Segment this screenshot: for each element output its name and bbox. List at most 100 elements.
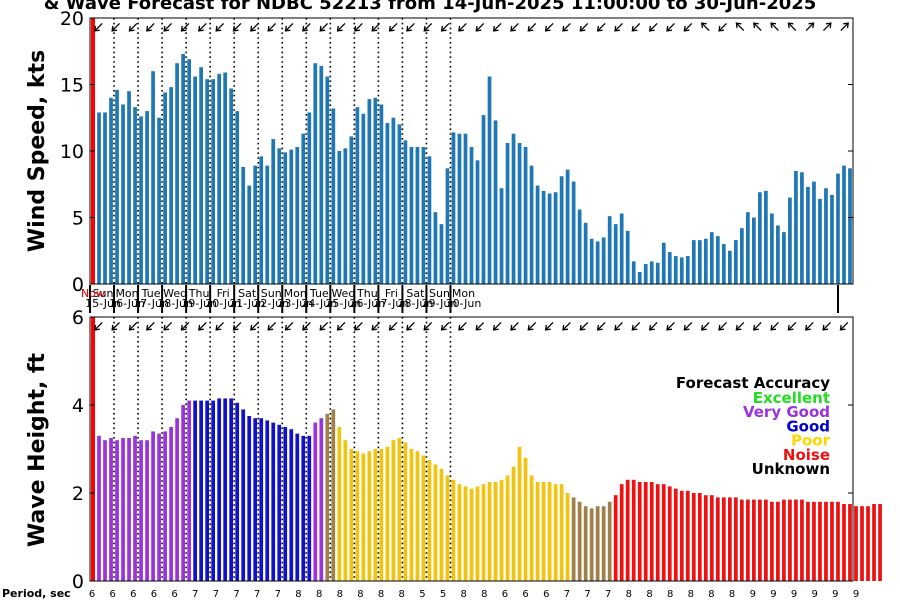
wave-bar — [301, 435, 306, 581]
wave-bar — [259, 418, 264, 581]
now-label: Now — [81, 287, 105, 300]
period-value: 8 — [626, 589, 632, 600]
wave-bar — [794, 499, 798, 581]
wave-bars — [91, 398, 882, 581]
wind-bar — [547, 193, 552, 284]
wave-direction-arrow — [336, 322, 346, 331]
wind-direction-arrow — [770, 22, 779, 31]
wind-bar — [403, 140, 408, 284]
wind-bar — [253, 165, 258, 284]
wave-bar — [403, 442, 408, 581]
wave-bar — [733, 497, 738, 581]
period-value: 8 — [399, 589, 405, 600]
wind-bar — [517, 143, 522, 284]
legend-entry: Good — [786, 417, 830, 435]
period-value: 7 — [254, 589, 260, 600]
wave-bar — [673, 488, 678, 581]
wave-bar — [427, 460, 432, 581]
wave-bar — [571, 497, 576, 581]
period-value: 5 — [419, 589, 425, 600]
wind-bar — [523, 147, 528, 284]
period-value: 9 — [812, 589, 818, 600]
period-value: 6 — [151, 589, 157, 600]
wave-direction-arrow — [458, 322, 467, 331]
wind-bar — [703, 238, 708, 284]
day-date-label: 24-Jun — [301, 297, 337, 310]
wind-bar — [679, 257, 684, 284]
day-strip-background — [90, 285, 853, 313]
wind-bar — [529, 165, 534, 284]
period-value: 9 — [750, 589, 756, 600]
wind-bar — [337, 151, 342, 284]
wave-direction-arrow — [94, 322, 103, 331]
wind-direction-arrow — [111, 23, 121, 32]
wave-bar — [727, 497, 732, 581]
wave-bar — [824, 501, 828, 581]
wind-bar — [187, 59, 191, 285]
wind-direction-arrow — [562, 23, 571, 32]
wind-bar — [830, 194, 834, 284]
wave-bar — [709, 495, 714, 581]
period-value: 8 — [337, 589, 343, 600]
wave-bar — [337, 427, 342, 581]
wind-bar — [541, 190, 546, 284]
day-date-label: 16-Jun — [109, 297, 145, 310]
period-label: Period, sec — [2, 587, 71, 600]
wind-bar — [776, 225, 780, 284]
wave-direction-arrow — [492, 322, 502, 331]
wave-bar — [746, 499, 750, 581]
wave-bar — [583, 506, 588, 581]
wave-bar — [295, 433, 300, 581]
day-weekday-label: Sun — [429, 287, 450, 300]
wind-bar — [589, 238, 594, 284]
wind-bar — [601, 237, 606, 284]
wave-bar — [253, 418, 258, 581]
wave-bar — [229, 398, 234, 581]
wind-direction-arrow — [510, 23, 519, 32]
wind-bar — [571, 181, 576, 284]
wind-bar — [661, 242, 666, 284]
day-date-label: 28-Jun — [398, 297, 434, 310]
wave-axes-frame — [89, 316, 854, 582]
wind-bar — [691, 240, 696, 284]
day-weekday-label: Thu — [356, 287, 378, 300]
wave-bar — [175, 418, 179, 581]
wind-bar — [421, 147, 426, 284]
wind-bar — [349, 136, 354, 284]
wind-bar — [475, 160, 480, 284]
wind-bar — [715, 236, 720, 284]
wave-direction-arrow — [544, 322, 554, 331]
wind-direction-arrow — [631, 23, 641, 32]
wave-bar — [139, 440, 143, 581]
period-value: 7 — [275, 589, 281, 600]
legend-entry: Poor — [791, 432, 831, 450]
wind-bar — [439, 224, 444, 284]
wind-bar — [265, 165, 270, 284]
wind-direction-arrow — [128, 23, 138, 32]
day-label-strip: Sun15-JunMon16-JunTue17-JunWed18-JunThu1… — [81, 285, 853, 313]
wave-bar — [655, 484, 660, 581]
wave-bar — [307, 435, 312, 581]
wave-bar — [289, 429, 294, 581]
wave-bar — [187, 400, 191, 581]
wave-bar — [421, 455, 426, 581]
wind-bar — [313, 63, 318, 284]
wind-direction-arrow — [648, 23, 658, 32]
wind-bar — [271, 139, 276, 284]
wind-bar — [613, 224, 618, 284]
wind-bar — [445, 168, 450, 284]
wave-bar — [758, 499, 762, 581]
wave-direction-arrow — [718, 322, 727, 331]
wind-bar — [739, 228, 744, 284]
wind-bar — [121, 104, 125, 284]
wave-direction-arrow — [666, 322, 675, 331]
wave-bar — [764, 499, 768, 581]
wave-bar — [818, 501, 822, 581]
wind-bar — [481, 115, 486, 284]
wave-height-panel: 0 2 4 6 Wave Height, ft Forecast AccuracyEx… — [25, 307, 882, 593]
wind-y-ticks: 0 5 10 15 20 — [60, 8, 853, 296]
wind-bar — [241, 166, 246, 284]
wave-direction-arrow — [284, 322, 294, 331]
day-date-label: 21-Jun — [229, 297, 265, 310]
